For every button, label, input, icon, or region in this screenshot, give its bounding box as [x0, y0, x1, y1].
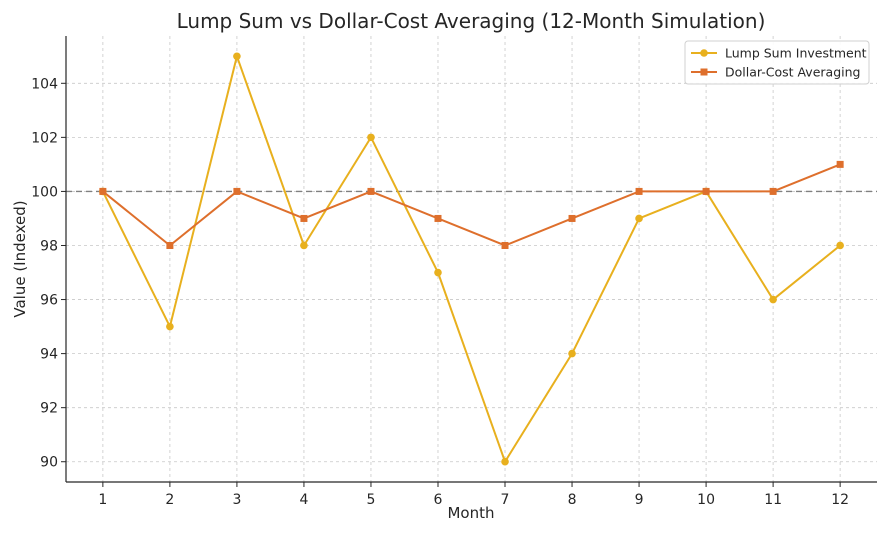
x-tick-label: 7 — [501, 492, 510, 508]
legend: Lump Sum Investment Dollar-Cost Averaging — [684, 40, 870, 85]
data-point — [568, 214, 576, 222]
y-axis-label: Value (Indexed) — [11, 200, 29, 317]
legend-label: Lump Sum Investment — [725, 46, 867, 61]
data-point — [635, 187, 643, 195]
x-tick-label: 8 — [568, 492, 577, 508]
legend-entry: Dollar-Cost Averaging — [691, 65, 860, 80]
data-point — [367, 187, 375, 195]
data-point — [769, 187, 777, 195]
y-tick-label: 98 — [40, 238, 58, 254]
x-tick-label: 2 — [165, 492, 174, 508]
data-point — [836, 160, 844, 168]
series-1 — [99, 52, 844, 466]
data-point — [300, 241, 308, 250]
legend-marker — [700, 68, 708, 76]
chart-title: Lump Sum vs Dollar-Cost Averaging (12-Mo… — [177, 9, 766, 33]
data-point — [568, 349, 576, 358]
data-point — [501, 241, 509, 249]
y-tick-label: 90 — [40, 455, 58, 471]
x-tick-label: 11 — [764, 492, 782, 508]
legend-marker — [700, 49, 708, 57]
legend-box — [684, 40, 870, 85]
data-point — [769, 295, 777, 304]
data-point — [233, 187, 241, 195]
y-tick-label: 102 — [31, 130, 58, 146]
x-tick-label: 3 — [232, 492, 241, 508]
series-layer — [99, 52, 844, 466]
x-tick-label: 1 — [98, 492, 107, 508]
y-tick-label: 100 — [31, 184, 58, 200]
series-2 — [99, 160, 844, 249]
x-tick-label: 10 — [697, 492, 715, 508]
x-tick-label: 5 — [367, 492, 376, 508]
data-point — [99, 187, 107, 195]
series-line — [102, 163, 841, 247]
legend-entry: Lump Sum Investment — [691, 46, 867, 61]
x-axis-label: Month — [447, 504, 494, 522]
x-tick-label: 9 — [635, 492, 644, 508]
x-tick-label: 4 — [299, 492, 308, 508]
data-point — [702, 187, 710, 195]
grid-lines — [66, 36, 877, 482]
data-point — [367, 133, 375, 142]
x-tick-label: 6 — [434, 492, 443, 508]
y-tick-label: 92 — [40, 401, 58, 417]
data-point — [300, 214, 308, 222]
y-tick-label: 96 — [40, 293, 58, 309]
data-point — [836, 241, 844, 250]
x-axis-ticks: 1 2 3 4 5 6 7 8 9 10 11 12 — [98, 482, 849, 508]
y-tick-label: 104 — [31, 76, 58, 92]
data-point — [166, 241, 174, 249]
y-axis-ticks: 90 92 94 96 98 100 102 104 — [31, 76, 66, 471]
data-point — [434, 214, 442, 222]
y-tick-label: 94 — [40, 347, 58, 363]
data-point — [233, 52, 241, 61]
x-tick-label: 12 — [831, 492, 849, 508]
data-point — [635, 214, 643, 223]
data-point — [166, 322, 174, 331]
data-point — [434, 268, 442, 277]
series-line — [101, 55, 841, 463]
data-point — [501, 457, 509, 466]
legend-label: Dollar-Cost Averaging — [725, 65, 860, 80]
